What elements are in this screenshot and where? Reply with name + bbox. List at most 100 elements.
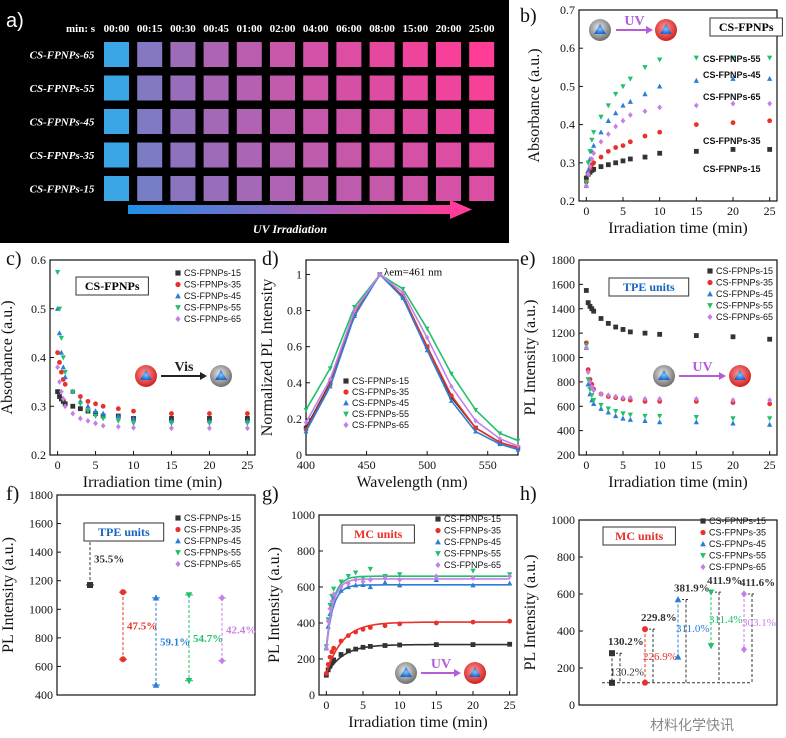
data-point [657, 413, 663, 419]
data-point [620, 84, 626, 90]
data-point [352, 313, 357, 318]
particle-core [400, 667, 412, 677]
data-point [207, 411, 212, 416]
color-swatch [303, 176, 329, 201]
data-point [657, 104, 663, 111]
particle-core [658, 370, 670, 380]
data-point [77, 401, 84, 407]
panel-h: h) 0 200 400 600 800 1000 PL Intensity (a.u.) 13… [520, 483, 778, 712]
color-swatch [436, 75, 461, 101]
data-point [92, 408, 99, 414]
series-label: CS-FPNPs-45 [703, 70, 761, 80]
data-point [693, 148, 699, 154]
color-swatch [436, 142, 461, 168]
data-point [397, 576, 403, 583]
data-point [767, 421, 773, 427]
y-tick-label: 600 [35, 659, 53, 673]
color-swatch [469, 42, 495, 67]
title-box [602, 526, 676, 546]
color-swatch [436, 42, 461, 67]
time-label: 04:00 [303, 23, 329, 35]
color-swatch [236, 42, 262, 67]
data-point [85, 398, 91, 404]
panel-letter: f) [6, 483, 19, 505]
color-swatch [104, 109, 129, 134]
color-swatch [402, 75, 428, 101]
color-swatch [137, 42, 163, 67]
legend-marker [700, 553, 706, 559]
time-label: 08:00 [369, 23, 395, 35]
color-swatch [303, 142, 329, 168]
data-point [85, 403, 91, 409]
y-tick-label: 400 [557, 624, 575, 638]
data-point [741, 645, 747, 654]
swatch-grid: CS-FPNPs-65 CS-FPNPs-55 CS-FPNPs-45 CS-FPNP… [30, 42, 495, 201]
legend-label: CS-FPNPs-15 [184, 513, 241, 523]
color-swatch [104, 142, 129, 168]
color-swatch [170, 176, 196, 201]
color-swatch [336, 142, 362, 168]
color-swatch [104, 176, 129, 201]
data-point [55, 350, 60, 356]
data-point [767, 75, 773, 81]
data-point [331, 586, 337, 592]
data-point [585, 381, 591, 387]
series-label: CS-FPNPs-65 [703, 92, 761, 102]
data-point [360, 626, 366, 632]
row-label: CS-FPNPs-45 [30, 117, 95, 129]
data-point [433, 620, 439, 626]
data-point [587, 163, 593, 170]
data-point [470, 568, 476, 574]
data-point [591, 400, 597, 406]
percent-label: 35.5% [94, 554, 124, 566]
data-point [507, 641, 513, 647]
data-point [353, 629, 359, 635]
color-swatch [270, 142, 295, 168]
panel-a-letter: a) [6, 10, 24, 32]
data-point [56, 306, 63, 312]
data-point [338, 579, 344, 585]
data-point [327, 366, 333, 371]
data-point [352, 307, 357, 314]
time-label: 20:00 [436, 23, 462, 35]
data-point [767, 336, 773, 342]
legend-marker [175, 270, 181, 276]
color-swatch [469, 176, 495, 201]
data-point [642, 133, 648, 139]
color-swatch [137, 142, 163, 168]
data-point [642, 396, 648, 402]
percent-label: 59.1% [160, 636, 190, 648]
panel-letter: e) [520, 248, 536, 270]
data-point [448, 371, 454, 377]
x-axis-label: Irradiation time (min) [348, 714, 488, 731]
data-point [730, 420, 736, 426]
data-point [473, 418, 478, 424]
data-point [327, 605, 333, 612]
data-point [58, 335, 65, 341]
x-axis-label: Irradiation time (min) [608, 220, 748, 237]
data-point [345, 648, 351, 654]
data-point [397, 642, 403, 648]
data-point [338, 652, 344, 657]
data-point [327, 383, 333, 389]
data-point [352, 304, 357, 310]
data-point [60, 364, 66, 370]
panel-letter: h) [520, 483, 537, 505]
series-label: CS-FPNPs-55 [703, 54, 761, 64]
data-point [587, 378, 593, 385]
data-point [642, 413, 648, 419]
legend-marker [175, 305, 181, 311]
data-point [424, 334, 430, 341]
title-text: MC units [615, 529, 664, 543]
y-axis-label: PL Intensity (a.u.) [522, 300, 539, 416]
data-point [57, 378, 62, 385]
data-point [730, 334, 736, 340]
process-arrow-label: UV [624, 14, 644, 29]
legend-label: CS-FPNPs-65 [184, 559, 241, 569]
panel-letter: b) [520, 5, 537, 27]
panel-c: c) 0 5 10 15 20 25 0.2 0.3 0.4 0.5 0.6 Irradiation t… [0, 248, 256, 491]
data-point [693, 122, 699, 127]
data-point [620, 411, 626, 417]
time-header: min: s [66, 23, 96, 35]
data-point [585, 300, 591, 306]
